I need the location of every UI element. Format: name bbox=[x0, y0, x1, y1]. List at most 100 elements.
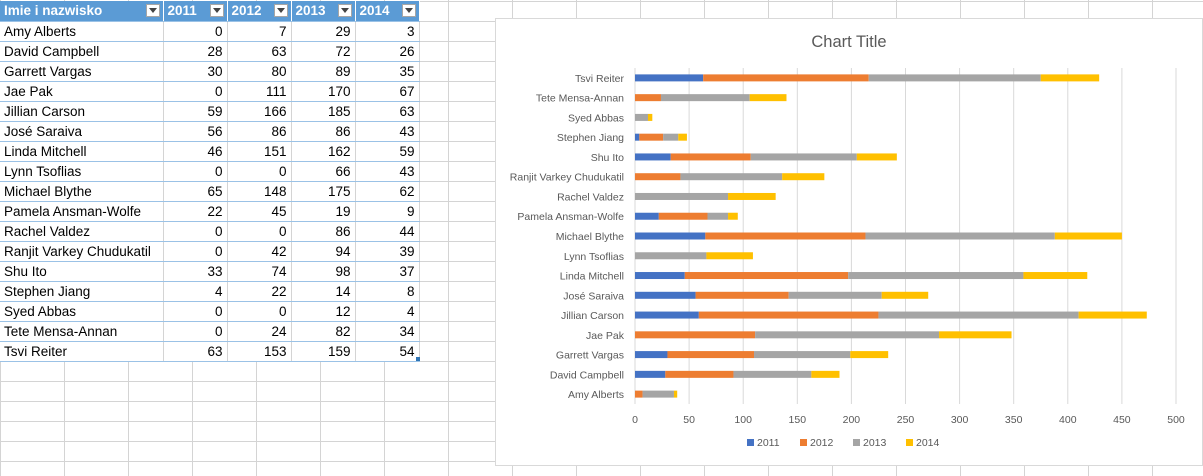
cell-value[interactable]: 86 bbox=[291, 221, 356, 242]
cell-value[interactable]: 159 bbox=[291, 341, 356, 362]
cell-value[interactable]: 0 bbox=[163, 81, 228, 102]
cell-value[interactable]: 0 bbox=[163, 301, 228, 322]
cell-value[interactable]: 89 bbox=[291, 61, 356, 82]
cell-value[interactable]: 148 bbox=[227, 181, 292, 202]
cell-name[interactable]: Shu Ito bbox=[0, 261, 164, 282]
cell-value[interactable]: 185 bbox=[291, 101, 356, 122]
cell-name[interactable]: Pamela Ansman-Wolfe bbox=[0, 201, 164, 222]
cell-value[interactable]: 98 bbox=[291, 261, 356, 282]
cell-value[interactable]: 44 bbox=[355, 221, 420, 242]
cell-value[interactable]: 0 bbox=[163, 21, 228, 42]
cell-value[interactable]: 74 bbox=[227, 261, 292, 282]
cell-name[interactable]: Linda Mitchell bbox=[0, 141, 164, 162]
cell-value[interactable]: 35 bbox=[355, 61, 420, 82]
cell-value[interactable]: 3 bbox=[355, 21, 420, 42]
cell-value[interactable]: 94 bbox=[291, 241, 356, 262]
cell-value[interactable]: 26 bbox=[355, 41, 420, 62]
cell-value[interactable]: 0 bbox=[227, 161, 292, 182]
cell-value[interactable]: 86 bbox=[227, 121, 292, 142]
cell-value[interactable]: 14 bbox=[291, 281, 356, 302]
cell-value[interactable]: 9 bbox=[355, 201, 420, 222]
cell-value[interactable]: 7 bbox=[227, 21, 292, 42]
chart-container[interactable]: Chart Title 0 50 100 150 200 250 300 350 400 450 5… bbox=[495, 18, 1203, 466]
cell-value[interactable]: 0 bbox=[163, 321, 228, 342]
cell-value[interactable]: 45 bbox=[227, 201, 292, 222]
cell-value[interactable]: 80 bbox=[227, 61, 292, 82]
cell-value[interactable]: 170 bbox=[291, 81, 356, 102]
cell-value[interactable]: 151 bbox=[227, 141, 292, 162]
cell-value[interactable]: 12 bbox=[291, 301, 356, 322]
cell-value[interactable]: 43 bbox=[355, 161, 420, 182]
header-2013[interactable]: 2013 bbox=[291, 1, 356, 22]
cell-value[interactable]: 8 bbox=[355, 281, 420, 302]
cell-value[interactable]: 63 bbox=[227, 41, 292, 62]
filter-dropdown-icon[interactable] bbox=[209, 4, 224, 17]
cell-name[interactable]: Syed Abbas bbox=[0, 301, 164, 322]
cell-name[interactable]: David Campbell bbox=[0, 41, 164, 62]
cell-name[interactable]: Lynn Tsoflias bbox=[0, 161, 164, 182]
cell-name[interactable]: Tete Mensa-Annan bbox=[0, 321, 164, 342]
chart-title[interactable]: Chart Title bbox=[811, 33, 887, 51]
cell-value[interactable]: 29 bbox=[291, 21, 356, 42]
cell-name[interactable]: Stephen Jiang bbox=[0, 281, 164, 302]
cell-value[interactable]: 62 bbox=[355, 181, 420, 202]
cell-value[interactable]: 37 bbox=[355, 261, 420, 282]
cell-name[interactable]: Tsvi Reiter bbox=[0, 341, 164, 362]
cell-value[interactable]: 24 bbox=[227, 321, 292, 342]
cell-value[interactable]: 28 bbox=[163, 41, 228, 62]
cell-value[interactable]: 22 bbox=[163, 201, 228, 222]
cell-name[interactable]: Ranjit Varkey Chudukatil bbox=[0, 241, 164, 262]
cell-name[interactable]: Garrett Vargas bbox=[0, 61, 164, 82]
cell-value[interactable]: 111 bbox=[227, 81, 292, 102]
header-2011[interactable]: 2011 bbox=[163, 1, 228, 22]
header-name[interactable]: Imie i nazwisko bbox=[0, 1, 164, 22]
cell-name[interactable]: Amy Alberts bbox=[0, 21, 164, 42]
cell-value[interactable]: 59 bbox=[163, 101, 228, 122]
cell-name[interactable]: José Saraiva bbox=[0, 121, 164, 142]
cell-value[interactable]: 82 bbox=[291, 321, 356, 342]
cell-value[interactable]: 4 bbox=[355, 301, 420, 322]
cell-name[interactable]: Michael Blythe bbox=[0, 181, 164, 202]
cell-value[interactable]: 33 bbox=[163, 261, 228, 282]
cell-value[interactable]: 4 bbox=[163, 281, 228, 302]
cell-value[interactable]: 175 bbox=[291, 181, 356, 202]
cell-value[interactable]: 30 bbox=[163, 61, 228, 82]
cell-value[interactable]: 67 bbox=[355, 81, 420, 102]
cell-value[interactable]: 0 bbox=[227, 221, 292, 242]
cell-value[interactable]: 166 bbox=[227, 101, 292, 122]
header-2012[interactable]: 2012 bbox=[227, 1, 292, 22]
cell-value[interactable]: 39 bbox=[355, 241, 420, 262]
cell-value[interactable]: 153 bbox=[227, 341, 292, 362]
header-2014[interactable]: 2014 bbox=[355, 1, 420, 22]
cell-value[interactable]: 72 bbox=[291, 41, 356, 62]
filter-dropdown-icon[interactable] bbox=[145, 4, 160, 17]
table-resize-handle[interactable] bbox=[416, 357, 420, 361]
cell-value[interactable]: 0 bbox=[227, 301, 292, 322]
cell-value[interactable]: 65 bbox=[163, 181, 228, 202]
cell-value[interactable]: 59 bbox=[355, 141, 420, 162]
cell-value[interactable]: 0 bbox=[163, 221, 228, 242]
cell-value[interactable]: 54 bbox=[355, 341, 420, 362]
cell-value[interactable]: 66 bbox=[291, 161, 356, 182]
cell-name[interactable]: Jae Pak bbox=[0, 81, 164, 102]
cell-value[interactable]: 34 bbox=[355, 321, 420, 342]
cell-value[interactable]: 63 bbox=[355, 101, 420, 122]
cell-name[interactable]: Jillian Carson bbox=[0, 101, 164, 122]
cell-value[interactable]: 46 bbox=[163, 141, 228, 162]
cell-value[interactable]: 0 bbox=[163, 161, 228, 182]
cell-value[interactable]: 42 bbox=[227, 241, 292, 262]
cell-value[interactable]: 22 bbox=[227, 281, 292, 302]
cell-value[interactable]: 43 bbox=[355, 121, 420, 142]
filter-dropdown-icon[interactable] bbox=[337, 4, 352, 17]
cell-value[interactable]: 63 bbox=[163, 341, 228, 362]
filter-dropdown-icon[interactable] bbox=[401, 4, 416, 17]
cell-value[interactable]: 19 bbox=[291, 201, 356, 222]
cell-value[interactable]: 56 bbox=[163, 121, 228, 142]
spreadsheet-area[interactable]: Imie i nazwisko 2011 2012 2013 2014 bbox=[0, 0, 420, 476]
filter-dropdown-icon[interactable] bbox=[273, 4, 288, 17]
data-table[interactable]: Imie i nazwisko 2011 2012 2013 2014 bbox=[0, 1, 420, 362]
cell-value[interactable]: 0 bbox=[163, 241, 228, 262]
cell-value[interactable]: 86 bbox=[291, 121, 356, 142]
cell-value[interactable]: 162 bbox=[291, 141, 356, 162]
cell-name[interactable]: Rachel Valdez bbox=[0, 221, 164, 242]
